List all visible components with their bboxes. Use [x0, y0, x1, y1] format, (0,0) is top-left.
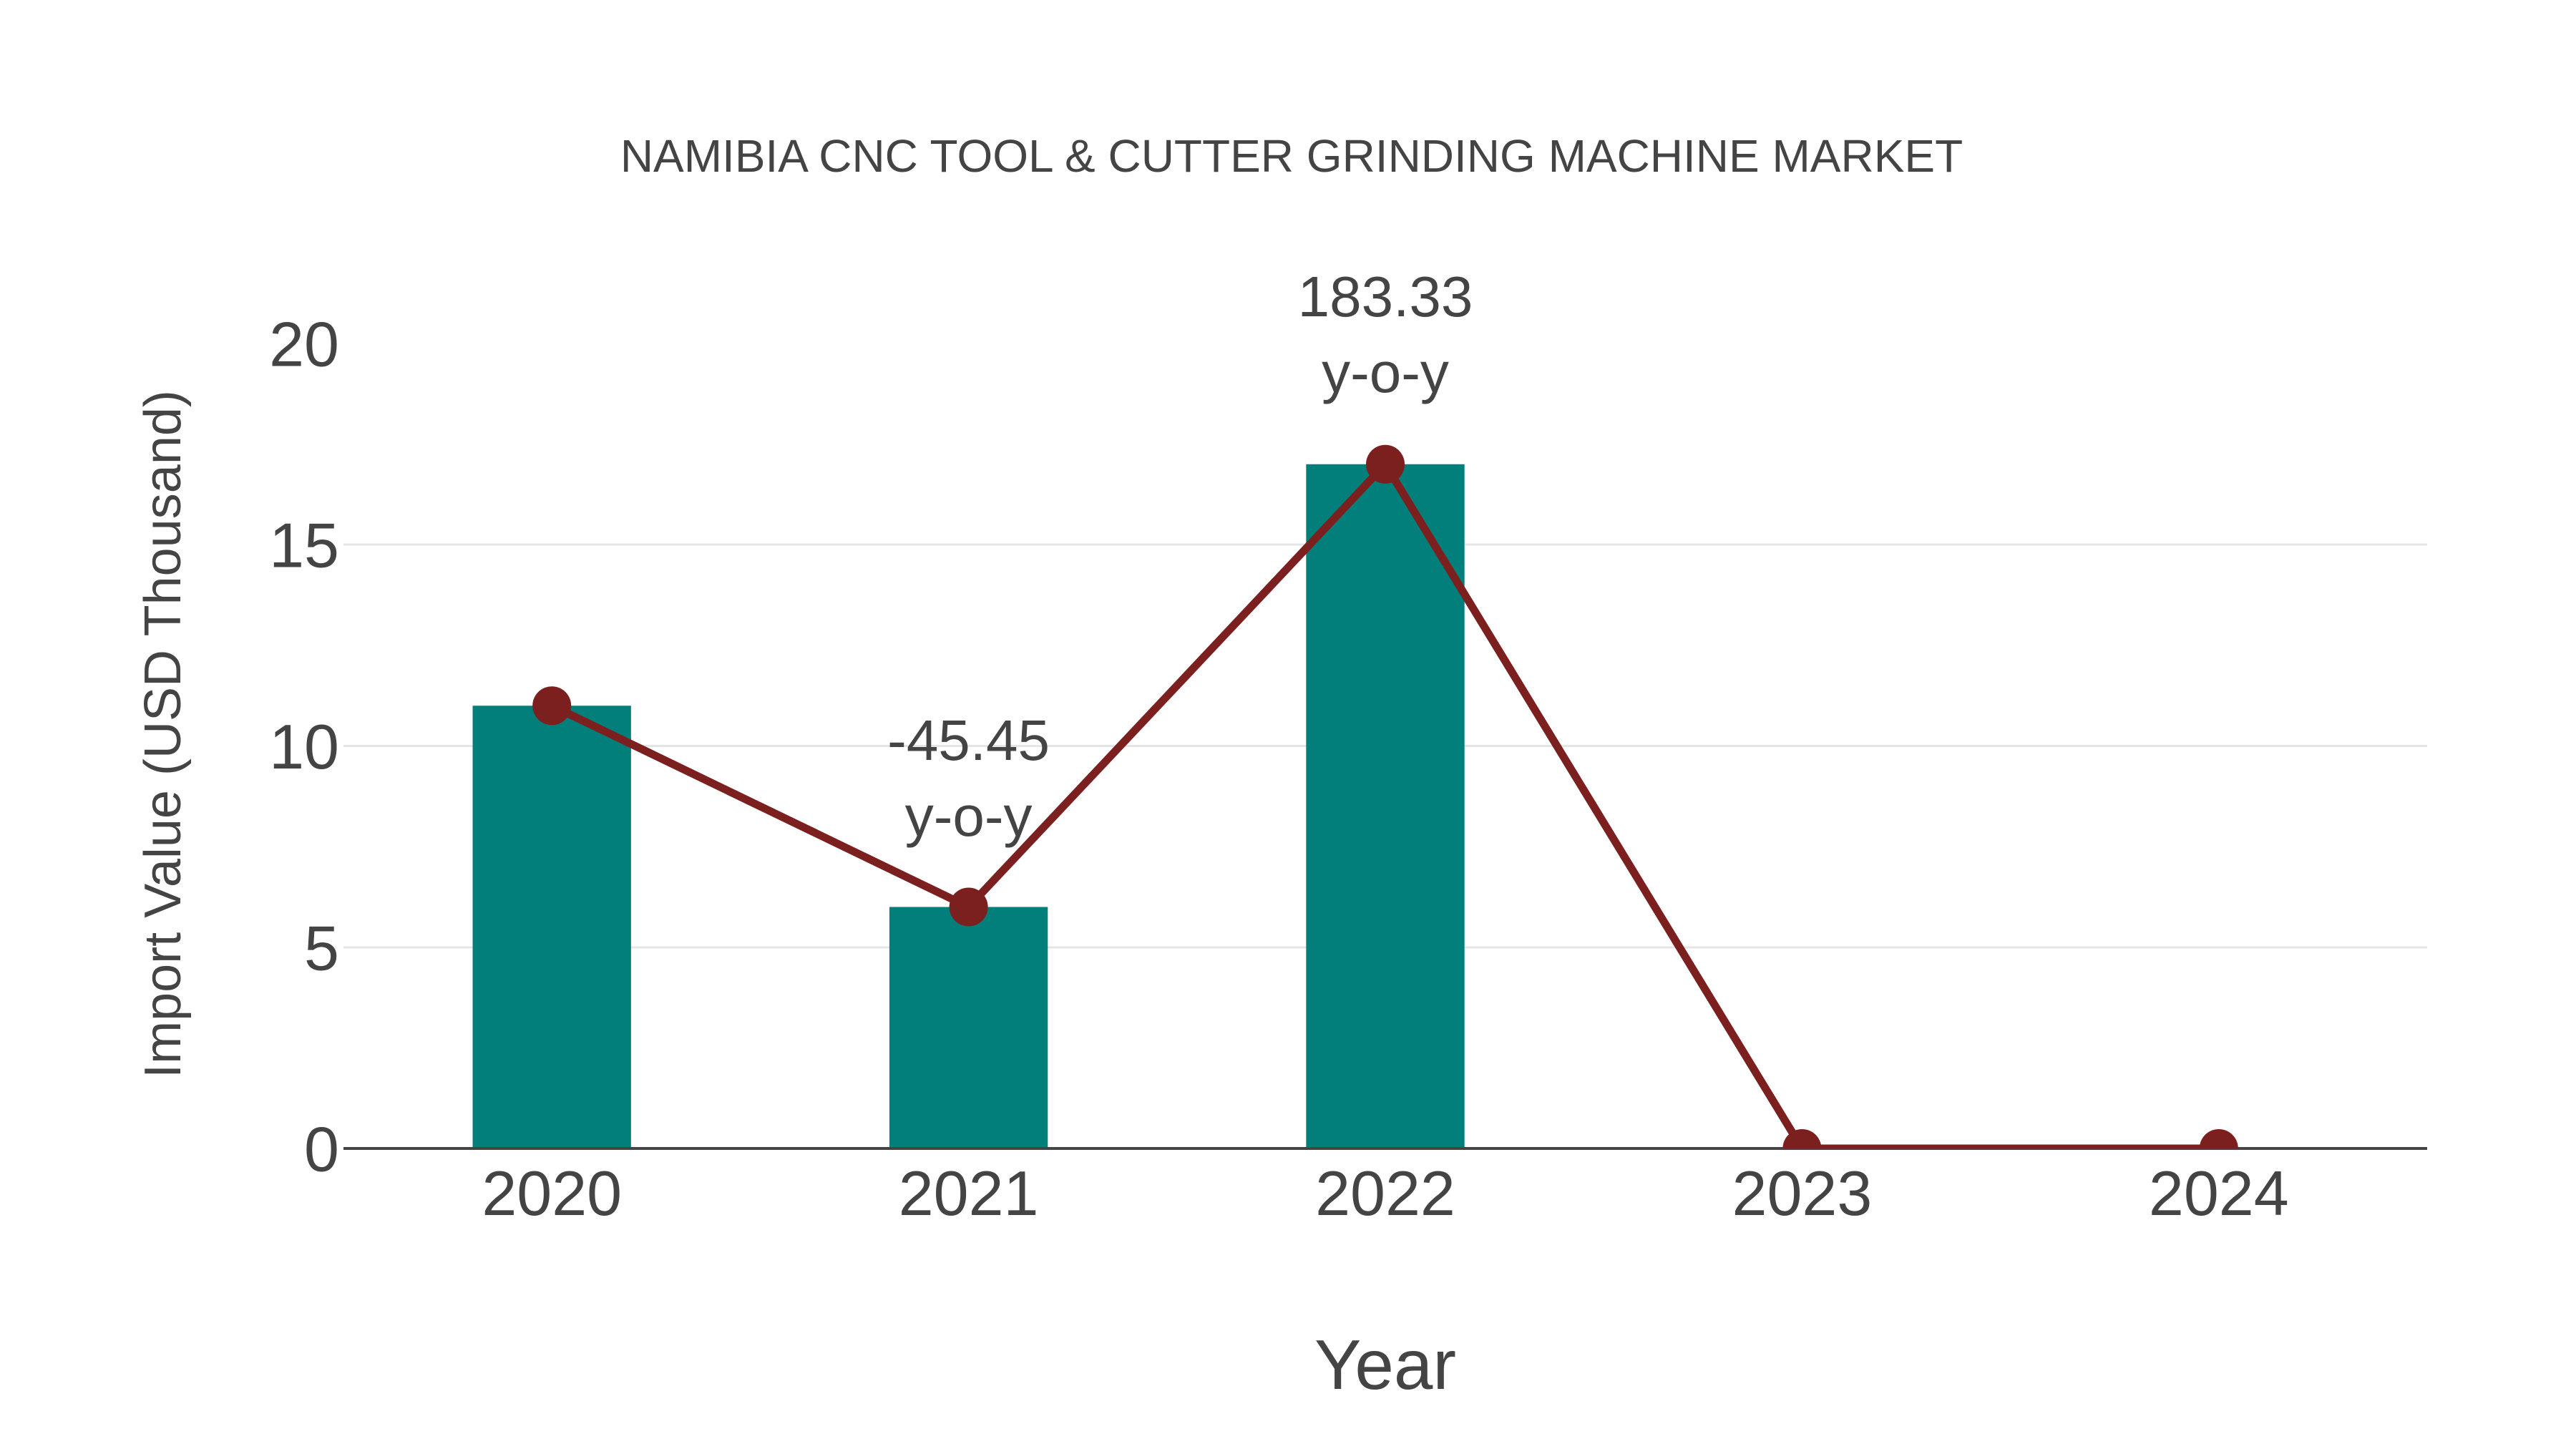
- x-tick-label: 2022: [1315, 1158, 1455, 1229]
- line-marker-2024: [2199, 1129, 2238, 1148]
- bar-series: [472, 464, 1465, 1148]
- bar-2020: [472, 706, 631, 1148]
- yoy-annotation-2021: -45.45 y-o-y: [887, 708, 1050, 848]
- x-axis-ticks: 2020 2021 2022 2023 2024: [482, 1158, 2288, 1229]
- x-tick-label: 2020: [482, 1158, 622, 1229]
- yoy-annotation-2022: 183.33 y-o-y: [1298, 265, 1473, 404]
- annotation-value: 183.33: [1298, 265, 1473, 328]
- y-tick-label: 10: [269, 711, 339, 782]
- line-marker-2021: [949, 887, 988, 927]
- bar-2021: [889, 907, 1048, 1148]
- x-tick-label: 2023: [1732, 1158, 1873, 1229]
- x-tick-label: 2021: [899, 1158, 1039, 1229]
- y-tick-label: 5: [304, 913, 339, 984]
- annotation-value: -45.45: [887, 708, 1050, 772]
- chart-title: NAMIBIA CNC TOOL & CUTTER GRINDING MACHI…: [620, 130, 1963, 182]
- annotation-suffix: y-o-y: [1322, 341, 1449, 404]
- x-tick-label: 2024: [2149, 1158, 2289, 1229]
- y-tick-label: 0: [304, 1114, 339, 1185]
- line-marker-2023: [1782, 1129, 1822, 1148]
- x-axis-title: Year: [1314, 1325, 1456, 1404]
- y-axis-ticks: 0 5 10 15 20: [269, 309, 339, 1185]
- line-series: [532, 444, 2238, 1148]
- annotation-suffix: y-o-y: [905, 784, 1033, 848]
- line-marker-2022: [1366, 444, 1405, 484]
- y-tick-label: 20: [269, 309, 339, 380]
- line-marker-2020: [532, 686, 572, 726]
- y-tick-label: 15: [269, 510, 339, 581]
- y-axis-title: Import Value (USD Thousand): [135, 390, 192, 1078]
- bar-2022: [1306, 464, 1465, 1148]
